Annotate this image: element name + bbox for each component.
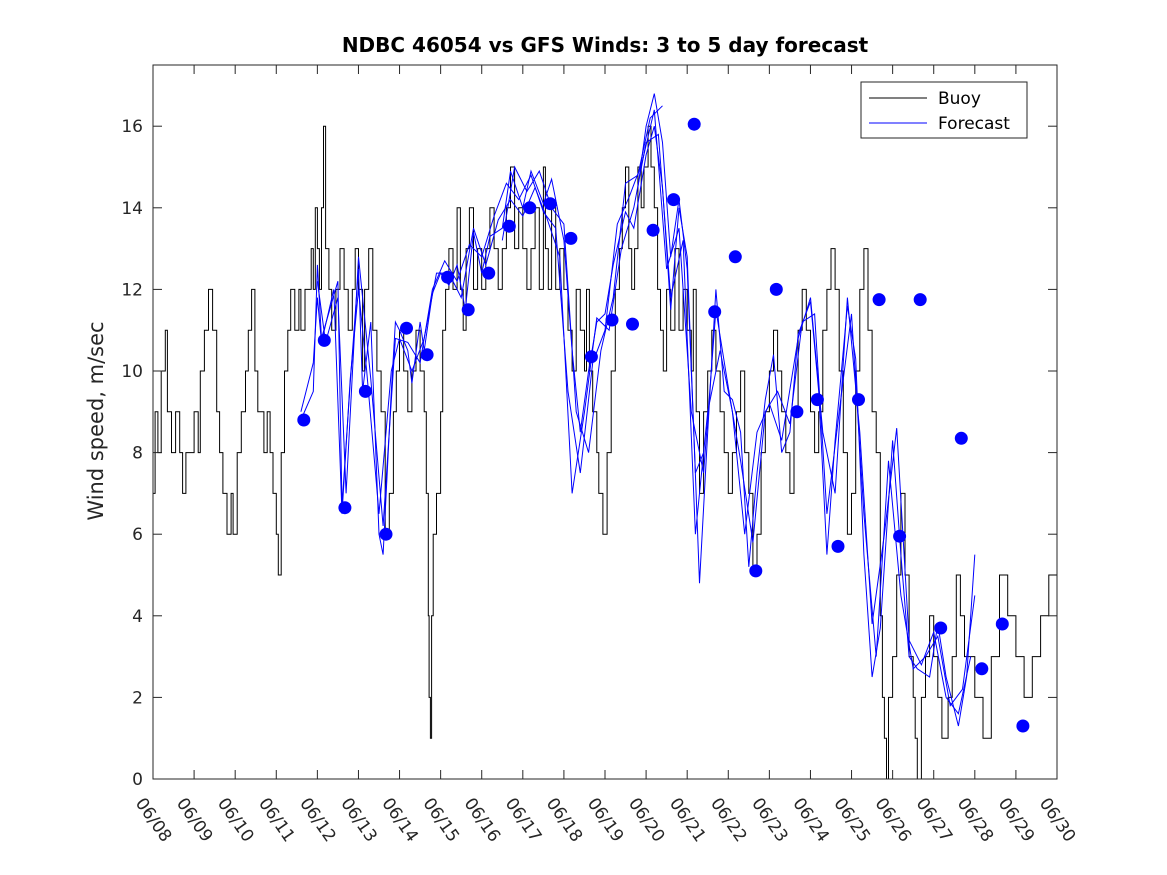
y-tick-label: 2 (132, 688, 143, 708)
forecast-marker-point (667, 193, 681, 207)
forecast-marker-point (626, 317, 639, 331)
y-tick-label: 10 (121, 362, 143, 382)
forecast-marker-point (502, 219, 516, 233)
forecast-marker-point (975, 662, 989, 676)
forecast-marker-point (400, 321, 413, 335)
forecast-marker-point (1016, 719, 1030, 733)
forecast-marker-point (790, 405, 804, 419)
forecast-marker-point (893, 529, 907, 543)
y-tick-label: 16 (121, 117, 143, 137)
legend-label-buoy: Buoy (938, 89, 981, 109)
forecast-run-line-4 (637, 93, 705, 474)
forecast-marker-point (482, 266, 496, 280)
y-tick-label: 0 (132, 770, 143, 790)
y-tick-label: 6 (132, 525, 143, 545)
buoy-series-line (153, 125, 1057, 779)
forecast-run-line-2 (300, 133, 972, 715)
chart-title: NDBC 46054 vs GFS Winds: 3 to 5 day fore… (342, 33, 869, 57)
forecast-run-line-3 (316, 109, 976, 707)
forecast-marker-point (934, 621, 948, 635)
forecast-marker-point (564, 231, 578, 245)
forecast-marker-point (317, 333, 331, 347)
forecast-marker-point (543, 197, 557, 211)
forecast-marker-point (852, 393, 865, 407)
forecast-marker-point (605, 313, 619, 327)
y-axis-label: Wind speed, m/sec (84, 321, 108, 520)
forecast-run-line-5 (501, 105, 663, 453)
forecast-marker-point (523, 201, 537, 215)
forecast-marker-point (810, 393, 824, 407)
legend: Buoy Forecast (860, 81, 1028, 139)
forecast-marker-point (646, 223, 660, 237)
forecast-marker-point (687, 117, 701, 131)
forecast-marker-point (728, 250, 742, 264)
forecast-marker-point (297, 413, 311, 427)
forecast-marker-point (441, 270, 455, 284)
y-tick-label: 14 (121, 199, 143, 219)
y-tick-label: 12 (121, 280, 143, 300)
forecast-marker-point (749, 564, 763, 578)
forecast-marker-point (358, 384, 372, 398)
forecast-marker-point (420, 348, 434, 362)
forecast-marker-point (872, 293, 886, 307)
forecast-marker-point (338, 501, 352, 515)
forecast-marker-point (831, 539, 845, 553)
forecast-marker-point (584, 350, 598, 364)
forecast-marker-point (708, 305, 722, 319)
y-tick-label: 8 (132, 444, 143, 464)
legend-box (860, 81, 1028, 139)
forecast-marker-point (954, 431, 968, 445)
forecast-marker-point (995, 617, 1009, 631)
y-tick-label: 4 (132, 607, 143, 627)
forecast-marker-point (379, 527, 393, 541)
legend-label-forecast: Forecast (938, 114, 1010, 134)
forecast-marker-point (461, 303, 475, 317)
forecast-marker-point (769, 282, 783, 296)
series-layer (153, 93, 1057, 779)
forecast-marker-point (913, 293, 927, 307)
